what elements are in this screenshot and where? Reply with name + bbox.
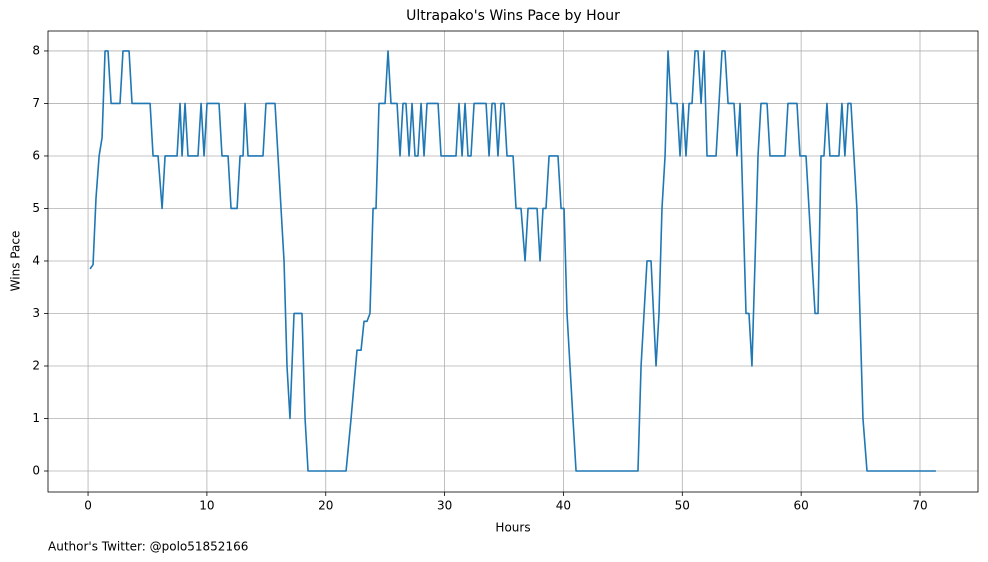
x-tick-label: 20 xyxy=(318,499,333,513)
x-tick-label: 60 xyxy=(794,499,809,513)
footnote: Author's Twitter: @polo51852166 xyxy=(48,540,248,554)
data-line xyxy=(89,50,936,472)
x-tick-label: 10 xyxy=(199,499,214,513)
y-tick-label: 3 xyxy=(32,306,40,320)
y-axis-label: Wins Pace xyxy=(9,231,23,292)
y-tick-label: 8 xyxy=(32,43,40,57)
plot-frame xyxy=(47,30,979,493)
x-tick-label: 0 xyxy=(84,499,92,513)
y-tick-label: 7 xyxy=(32,96,40,110)
y-tick-label: 0 xyxy=(32,463,40,477)
x-tick-label: 50 xyxy=(675,499,690,513)
y-tick-label: 5 xyxy=(32,201,40,215)
y-tick-label: 1 xyxy=(32,411,40,425)
y-tick-label: 4 xyxy=(32,253,40,267)
x-tick-label: 30 xyxy=(437,499,452,513)
x-tick-label: 40 xyxy=(556,499,571,513)
x-axis-label: Hours xyxy=(495,521,530,535)
chart-title: Ultrapako's Wins Pace by Hour xyxy=(406,8,620,24)
x-tick-label: 70 xyxy=(912,499,927,513)
y-tick-label: 2 xyxy=(32,358,40,372)
y-tick-label: 6 xyxy=(32,148,40,162)
